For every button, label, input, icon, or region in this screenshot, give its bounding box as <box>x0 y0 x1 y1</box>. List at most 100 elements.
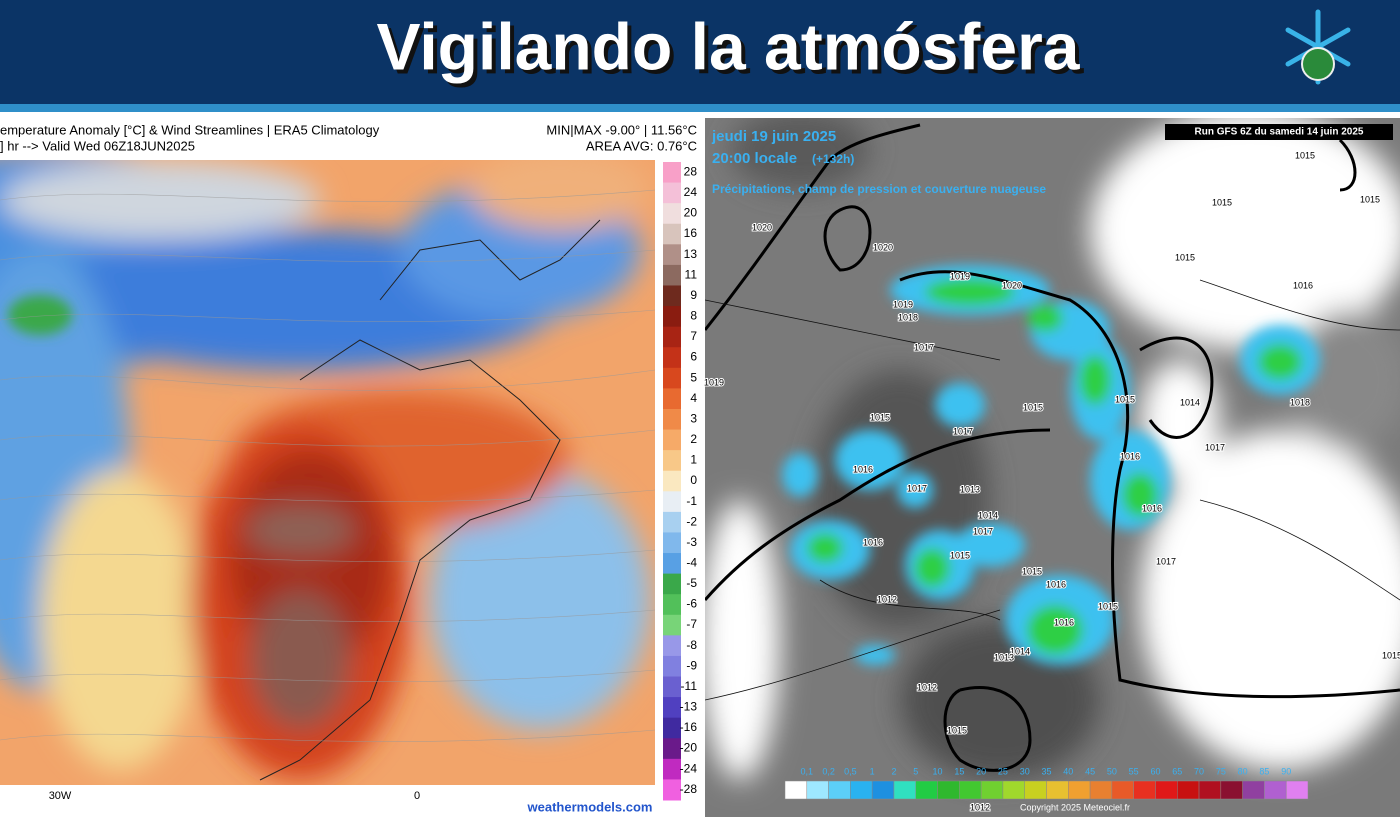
isobar-label: 1017 <box>907 483 927 493</box>
colorbar-cell <box>663 758 681 780</box>
colorbar-label: -9 <box>686 658 697 672</box>
run-box <box>1165 124 1393 140</box>
isobar-label: 1012 <box>970 802 990 812</box>
colorbar-label: -3 <box>686 535 697 549</box>
scale-cell <box>1285 780 1309 800</box>
colorbar-cell <box>663 408 681 431</box>
isobar-label: 1013 <box>960 484 980 494</box>
scale-cell <box>1198 780 1222 800</box>
scale-label: 55 <box>1129 766 1139 776</box>
isobar-label: 1015 <box>950 550 970 560</box>
colorbar-cell <box>663 367 681 389</box>
scale-label: 10 <box>933 766 943 776</box>
scale-label: 80 <box>1238 766 1248 776</box>
scale-cell <box>1089 780 1113 800</box>
isobar-label: 1016 <box>1054 617 1074 627</box>
colorbar-cell <box>663 203 681 225</box>
colorbar-label: -13 <box>680 700 698 714</box>
scale-label: 0,2 <box>822 766 835 776</box>
colorbar-label: -28 <box>680 782 698 796</box>
scale-label: 5 <box>913 766 918 776</box>
forecast-date: jeudi 19 juin 2025 <box>711 128 836 145</box>
colorbar-label: -16 <box>680 720 698 734</box>
title-shadow: Vigilando la atmósfera <box>381 13 1085 87</box>
isobar-label: 1017 <box>1205 442 1225 452</box>
isobar-label: 1015 <box>1023 402 1043 412</box>
isobar-label: 1012 <box>917 682 937 692</box>
colorbar-cell <box>663 614 681 636</box>
scale-label: 20 <box>976 766 986 776</box>
scale-label: 30 <box>1020 766 1030 776</box>
scale-cell <box>1264 780 1287 800</box>
isobar-label: 1012 <box>877 594 897 604</box>
header-stripe <box>0 104 1400 112</box>
scale-cell <box>893 780 916 800</box>
lon-label: 0 <box>414 790 420 802</box>
colorbar-label: 16 <box>684 226 698 240</box>
scale-label: 2 <box>891 766 896 776</box>
title: Vigilando la atmósfera <box>377 9 1081 83</box>
scale-label: 65 <box>1172 766 1182 776</box>
isobar-label: 1020 <box>1002 280 1022 290</box>
isobar-label: 1016 <box>863 537 883 547</box>
scale-cell <box>828 780 851 800</box>
precip-map <box>705 118 1400 817</box>
scale-label: 60 <box>1150 766 1160 776</box>
isobar-label: 1015 <box>1212 197 1232 207</box>
scale-cell <box>1155 780 1178 800</box>
run-label: Run GFS 6Z du samedi 14 juin 2025 <box>1195 127 1364 138</box>
colorbar-cell <box>663 182 681 204</box>
scale-label: 1 <box>870 766 875 776</box>
colorbar-label: -4 <box>686 555 697 569</box>
colorbar-label: 1 <box>690 453 697 467</box>
scale-label: 45 <box>1085 766 1095 776</box>
scale-label: 25 <box>998 766 1008 776</box>
colorbar-label: 20 <box>684 206 698 220</box>
forecast-time: 20:00 locale <box>712 150 797 167</box>
colorbar-cell <box>663 491 681 513</box>
scale-cell <box>1133 780 1156 800</box>
colorbar-cell <box>663 162 681 184</box>
forecast-offset: (+132h) <box>812 152 854 166</box>
colorbar-cell <box>663 388 681 410</box>
scale-label: 35 <box>1041 766 1051 776</box>
colorbar-cell <box>663 717 681 739</box>
scale-label: 90 <box>1281 766 1291 776</box>
left-credit: weathermodels.com <box>527 799 653 814</box>
colorbar-label: 11 <box>685 267 698 281</box>
colorbar-label: -2 <box>686 514 697 528</box>
copyright: Copyright 2025 Meteociel.fr <box>1020 802 1130 812</box>
colorbar-cell <box>663 244 681 266</box>
scale-cell <box>784 780 808 800</box>
scale-cell <box>915 780 938 800</box>
isobar-label: 1018 <box>898 312 918 322</box>
scale-cell <box>871 780 895 800</box>
isobar-label: 1016 <box>1120 451 1140 461</box>
colorbar-cell <box>663 779 681 801</box>
colorbar-cell <box>663 511 681 533</box>
lon-label: 30W <box>49 790 72 802</box>
colorbar-cell <box>663 655 681 678</box>
isobar-labels: 1020102010191018101710191015101710161017… <box>703 149 1400 813</box>
colorbar-label: -7 <box>686 617 697 631</box>
colorbar-label: 8 <box>690 309 697 323</box>
scale-label: 40 <box>1063 766 1073 776</box>
map-subtitle: Précipitations, champ de pression et cou… <box>712 182 1046 196</box>
colorbar-cell <box>663 738 681 760</box>
colorbar-cell <box>663 697 681 719</box>
anomaly-map <box>0 160 655 785</box>
scale-cell <box>1024 780 1047 800</box>
colorbar-cell <box>663 553 681 575</box>
isobar-label: 1014 <box>1010 646 1030 656</box>
left-title-line2: ] hr --> Valid Wed 06Z18JUN2025 <box>0 138 195 153</box>
left-area-avg: AREA AVG: 0.76°C <box>586 138 697 153</box>
isobar-label: 1019 <box>950 271 970 281</box>
isobar-label: 1015 <box>1022 566 1042 576</box>
isobar-label: 1016 <box>1142 503 1162 513</box>
left-minmax: MIN|MAX -9.00° | 11.56°C <box>546 122 697 137</box>
colorbar-label: -24 <box>680 761 698 775</box>
isobar-label: 1015 <box>1295 150 1315 160</box>
scale-label: 75 <box>1216 766 1226 776</box>
colorbar-label: 3 <box>690 411 697 425</box>
